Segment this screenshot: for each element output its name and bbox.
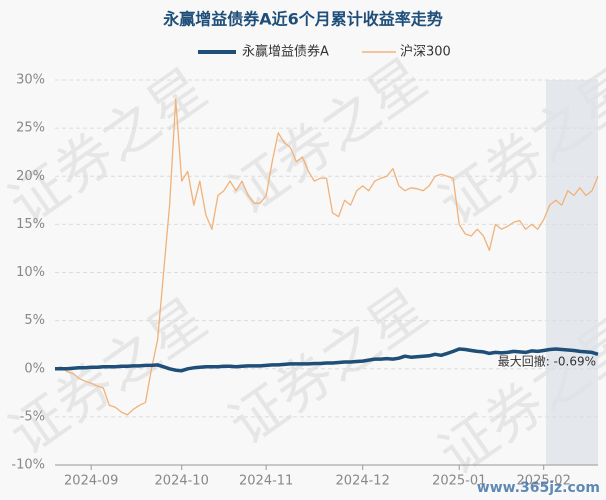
x-tick-label: 2024-11	[239, 474, 293, 489]
annotation: 最大回撤: -0.69%	[498, 354, 596, 369]
y-tick-label: 10%	[16, 265, 45, 280]
x-tick-label: 2025-02	[517, 474, 571, 489]
y-tick-label: 30%	[16, 73, 45, 88]
y-tick-label: -5%	[20, 409, 45, 424]
series-line	[55, 347, 599, 373]
y-tick-label: 0%	[24, 361, 45, 376]
y-tick-label: 5%	[24, 313, 45, 328]
site-watermark: www.365jz.com	[477, 480, 600, 496]
series-line	[54, 98, 599, 416]
x-tick-label: 2025-01	[432, 474, 486, 489]
y-tick-label: -10%	[11, 458, 45, 473]
legend-label[interactable]: 永赢增益债券A	[242, 44, 329, 60]
x-tick-label: 2024-09	[64, 474, 118, 489]
y-tick-label: 20%	[16, 169, 45, 184]
y-tick-label: 15%	[16, 217, 45, 232]
y-tick-label: 25%	[16, 121, 45, 136]
chart-title: 永赢增益债券A近6个月累计收益率走势	[162, 10, 443, 29]
x-tick-label: 2024-10	[155, 474, 209, 489]
legend-label[interactable]: 沪深300	[400, 44, 451, 60]
x-tick-label: 2024-12	[336, 474, 390, 489]
